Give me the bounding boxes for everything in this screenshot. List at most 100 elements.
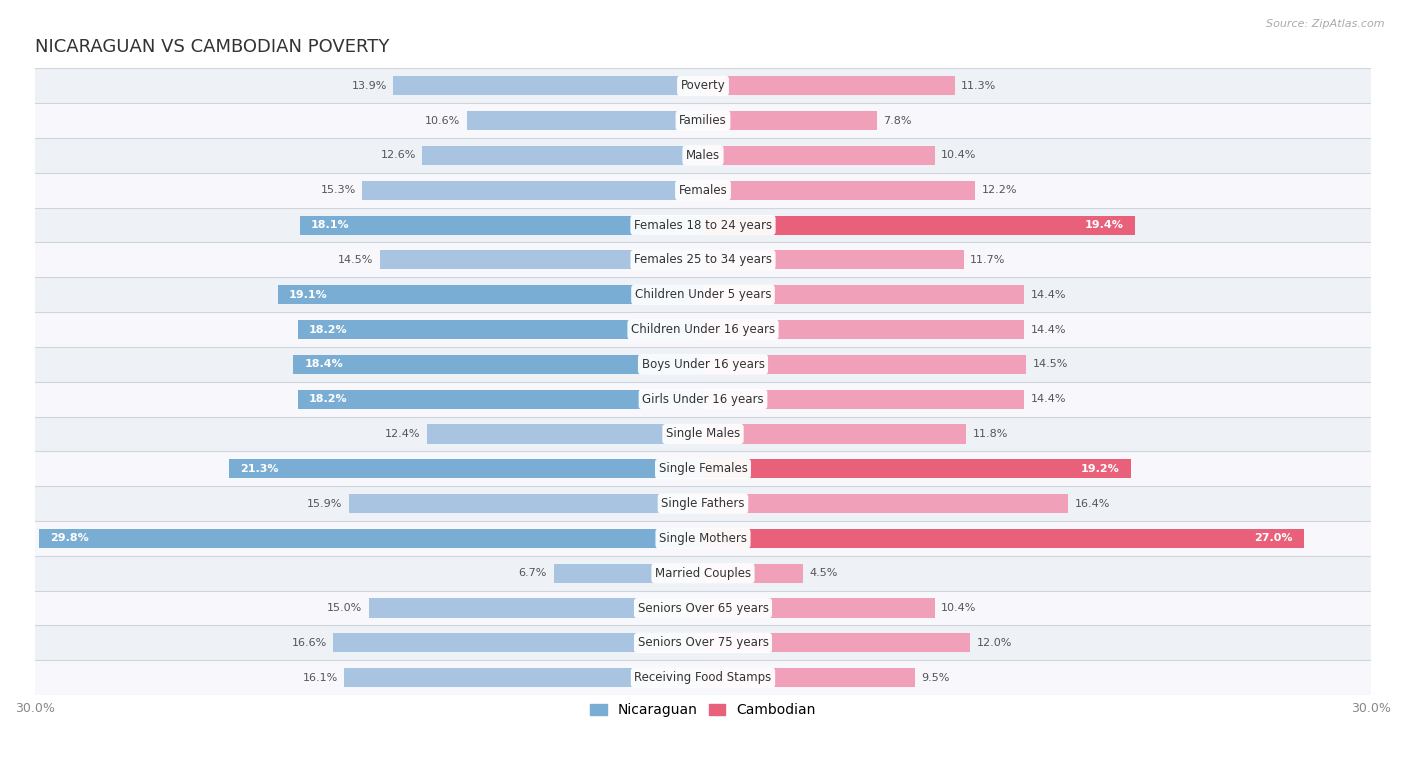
Text: Receiving Food Stamps: Receiving Food Stamps [634, 671, 772, 684]
Text: 15.9%: 15.9% [307, 499, 342, 509]
Text: Families: Families [679, 114, 727, 127]
Bar [703, 599, 935, 618]
Bar [35, 347, 1371, 382]
Bar [35, 451, 1371, 486]
Bar [703, 390, 1024, 409]
Bar [35, 312, 1371, 347]
Bar [703, 355, 1026, 374]
Text: 16.6%: 16.6% [291, 638, 326, 648]
Bar [35, 590, 1371, 625]
Text: Single Males: Single Males [666, 428, 740, 440]
Bar [35, 417, 1371, 451]
Bar [35, 103, 1371, 138]
Text: 18.2%: 18.2% [309, 394, 347, 404]
Bar [35, 173, 1371, 208]
Bar [467, 111, 703, 130]
Bar [703, 146, 935, 165]
Text: 14.4%: 14.4% [1031, 290, 1066, 299]
Text: 16.1%: 16.1% [302, 672, 337, 683]
Text: 12.2%: 12.2% [981, 185, 1017, 196]
Text: 14.5%: 14.5% [337, 255, 374, 265]
Bar [703, 459, 1130, 478]
Bar [363, 180, 703, 200]
Text: Children Under 5 years: Children Under 5 years [634, 288, 772, 301]
Text: 18.4%: 18.4% [304, 359, 343, 369]
Bar [422, 146, 703, 165]
Text: 12.6%: 12.6% [381, 150, 416, 161]
Bar [35, 382, 1371, 417]
Bar [703, 180, 974, 200]
Text: 27.0%: 27.0% [1254, 534, 1294, 543]
Bar [394, 77, 703, 96]
Text: 9.5%: 9.5% [921, 672, 949, 683]
Text: 21.3%: 21.3% [240, 464, 278, 474]
Text: Children Under 16 years: Children Under 16 years [631, 323, 775, 336]
Text: Single Females: Single Females [658, 462, 748, 475]
Text: Females: Females [679, 183, 727, 197]
Text: Single Mothers: Single Mothers [659, 532, 747, 545]
Text: 12.0%: 12.0% [977, 638, 1012, 648]
Bar [703, 285, 1024, 304]
Bar [368, 599, 703, 618]
Text: 19.4%: 19.4% [1085, 220, 1123, 230]
Text: 14.4%: 14.4% [1031, 394, 1066, 404]
Bar [229, 459, 703, 478]
Bar [349, 494, 703, 513]
Text: Poverty: Poverty [681, 80, 725, 92]
Text: 7.8%: 7.8% [883, 116, 912, 126]
Text: Females 25 to 34 years: Females 25 to 34 years [634, 253, 772, 266]
Bar [703, 77, 955, 96]
Bar [703, 668, 914, 688]
Text: 15.3%: 15.3% [321, 185, 356, 196]
Bar [35, 556, 1371, 590]
Text: Girls Under 16 years: Girls Under 16 years [643, 393, 763, 406]
Text: NICARAGUAN VS CAMBODIAN POVERTY: NICARAGUAN VS CAMBODIAN POVERTY [35, 38, 389, 56]
Bar [35, 521, 1371, 556]
Text: 10.4%: 10.4% [941, 603, 977, 613]
Text: 6.7%: 6.7% [519, 568, 547, 578]
Text: 18.1%: 18.1% [311, 220, 350, 230]
Text: 14.4%: 14.4% [1031, 324, 1066, 334]
Bar [344, 668, 703, 688]
Bar [35, 68, 1371, 103]
Text: Boys Under 16 years: Boys Under 16 years [641, 358, 765, 371]
Legend: Nicaraguan, Cambodian: Nicaraguan, Cambodian [585, 697, 821, 722]
Bar [35, 486, 1371, 521]
Bar [703, 529, 1305, 548]
Bar [35, 660, 1371, 695]
Text: Source: ZipAtlas.com: Source: ZipAtlas.com [1267, 19, 1385, 29]
Bar [427, 424, 703, 443]
Text: 10.4%: 10.4% [941, 150, 977, 161]
Text: Seniors Over 75 years: Seniors Over 75 years [637, 637, 769, 650]
Text: 11.7%: 11.7% [970, 255, 1005, 265]
Text: 4.5%: 4.5% [810, 568, 838, 578]
Bar [703, 111, 877, 130]
Text: Seniors Over 65 years: Seniors Over 65 years [637, 602, 769, 615]
Text: 19.1%: 19.1% [288, 290, 328, 299]
Bar [277, 285, 703, 304]
Text: 18.2%: 18.2% [309, 324, 347, 334]
Bar [703, 564, 803, 583]
Text: 13.9%: 13.9% [352, 81, 387, 91]
Bar [703, 250, 963, 270]
Bar [39, 529, 703, 548]
Bar [380, 250, 703, 270]
Text: Females 18 to 24 years: Females 18 to 24 years [634, 218, 772, 232]
Bar [333, 633, 703, 653]
Text: 14.5%: 14.5% [1032, 359, 1069, 369]
Bar [299, 215, 703, 235]
Text: 15.0%: 15.0% [328, 603, 363, 613]
Bar [35, 208, 1371, 243]
Bar [703, 320, 1024, 339]
Text: 11.8%: 11.8% [973, 429, 1008, 439]
Text: 29.8%: 29.8% [51, 534, 89, 543]
Text: 16.4%: 16.4% [1076, 499, 1111, 509]
Text: Married Couples: Married Couples [655, 567, 751, 580]
Text: Males: Males [686, 149, 720, 162]
Bar [703, 424, 966, 443]
Bar [35, 625, 1371, 660]
Text: 11.3%: 11.3% [962, 81, 997, 91]
Bar [35, 277, 1371, 312]
Bar [298, 320, 703, 339]
Bar [703, 633, 970, 653]
